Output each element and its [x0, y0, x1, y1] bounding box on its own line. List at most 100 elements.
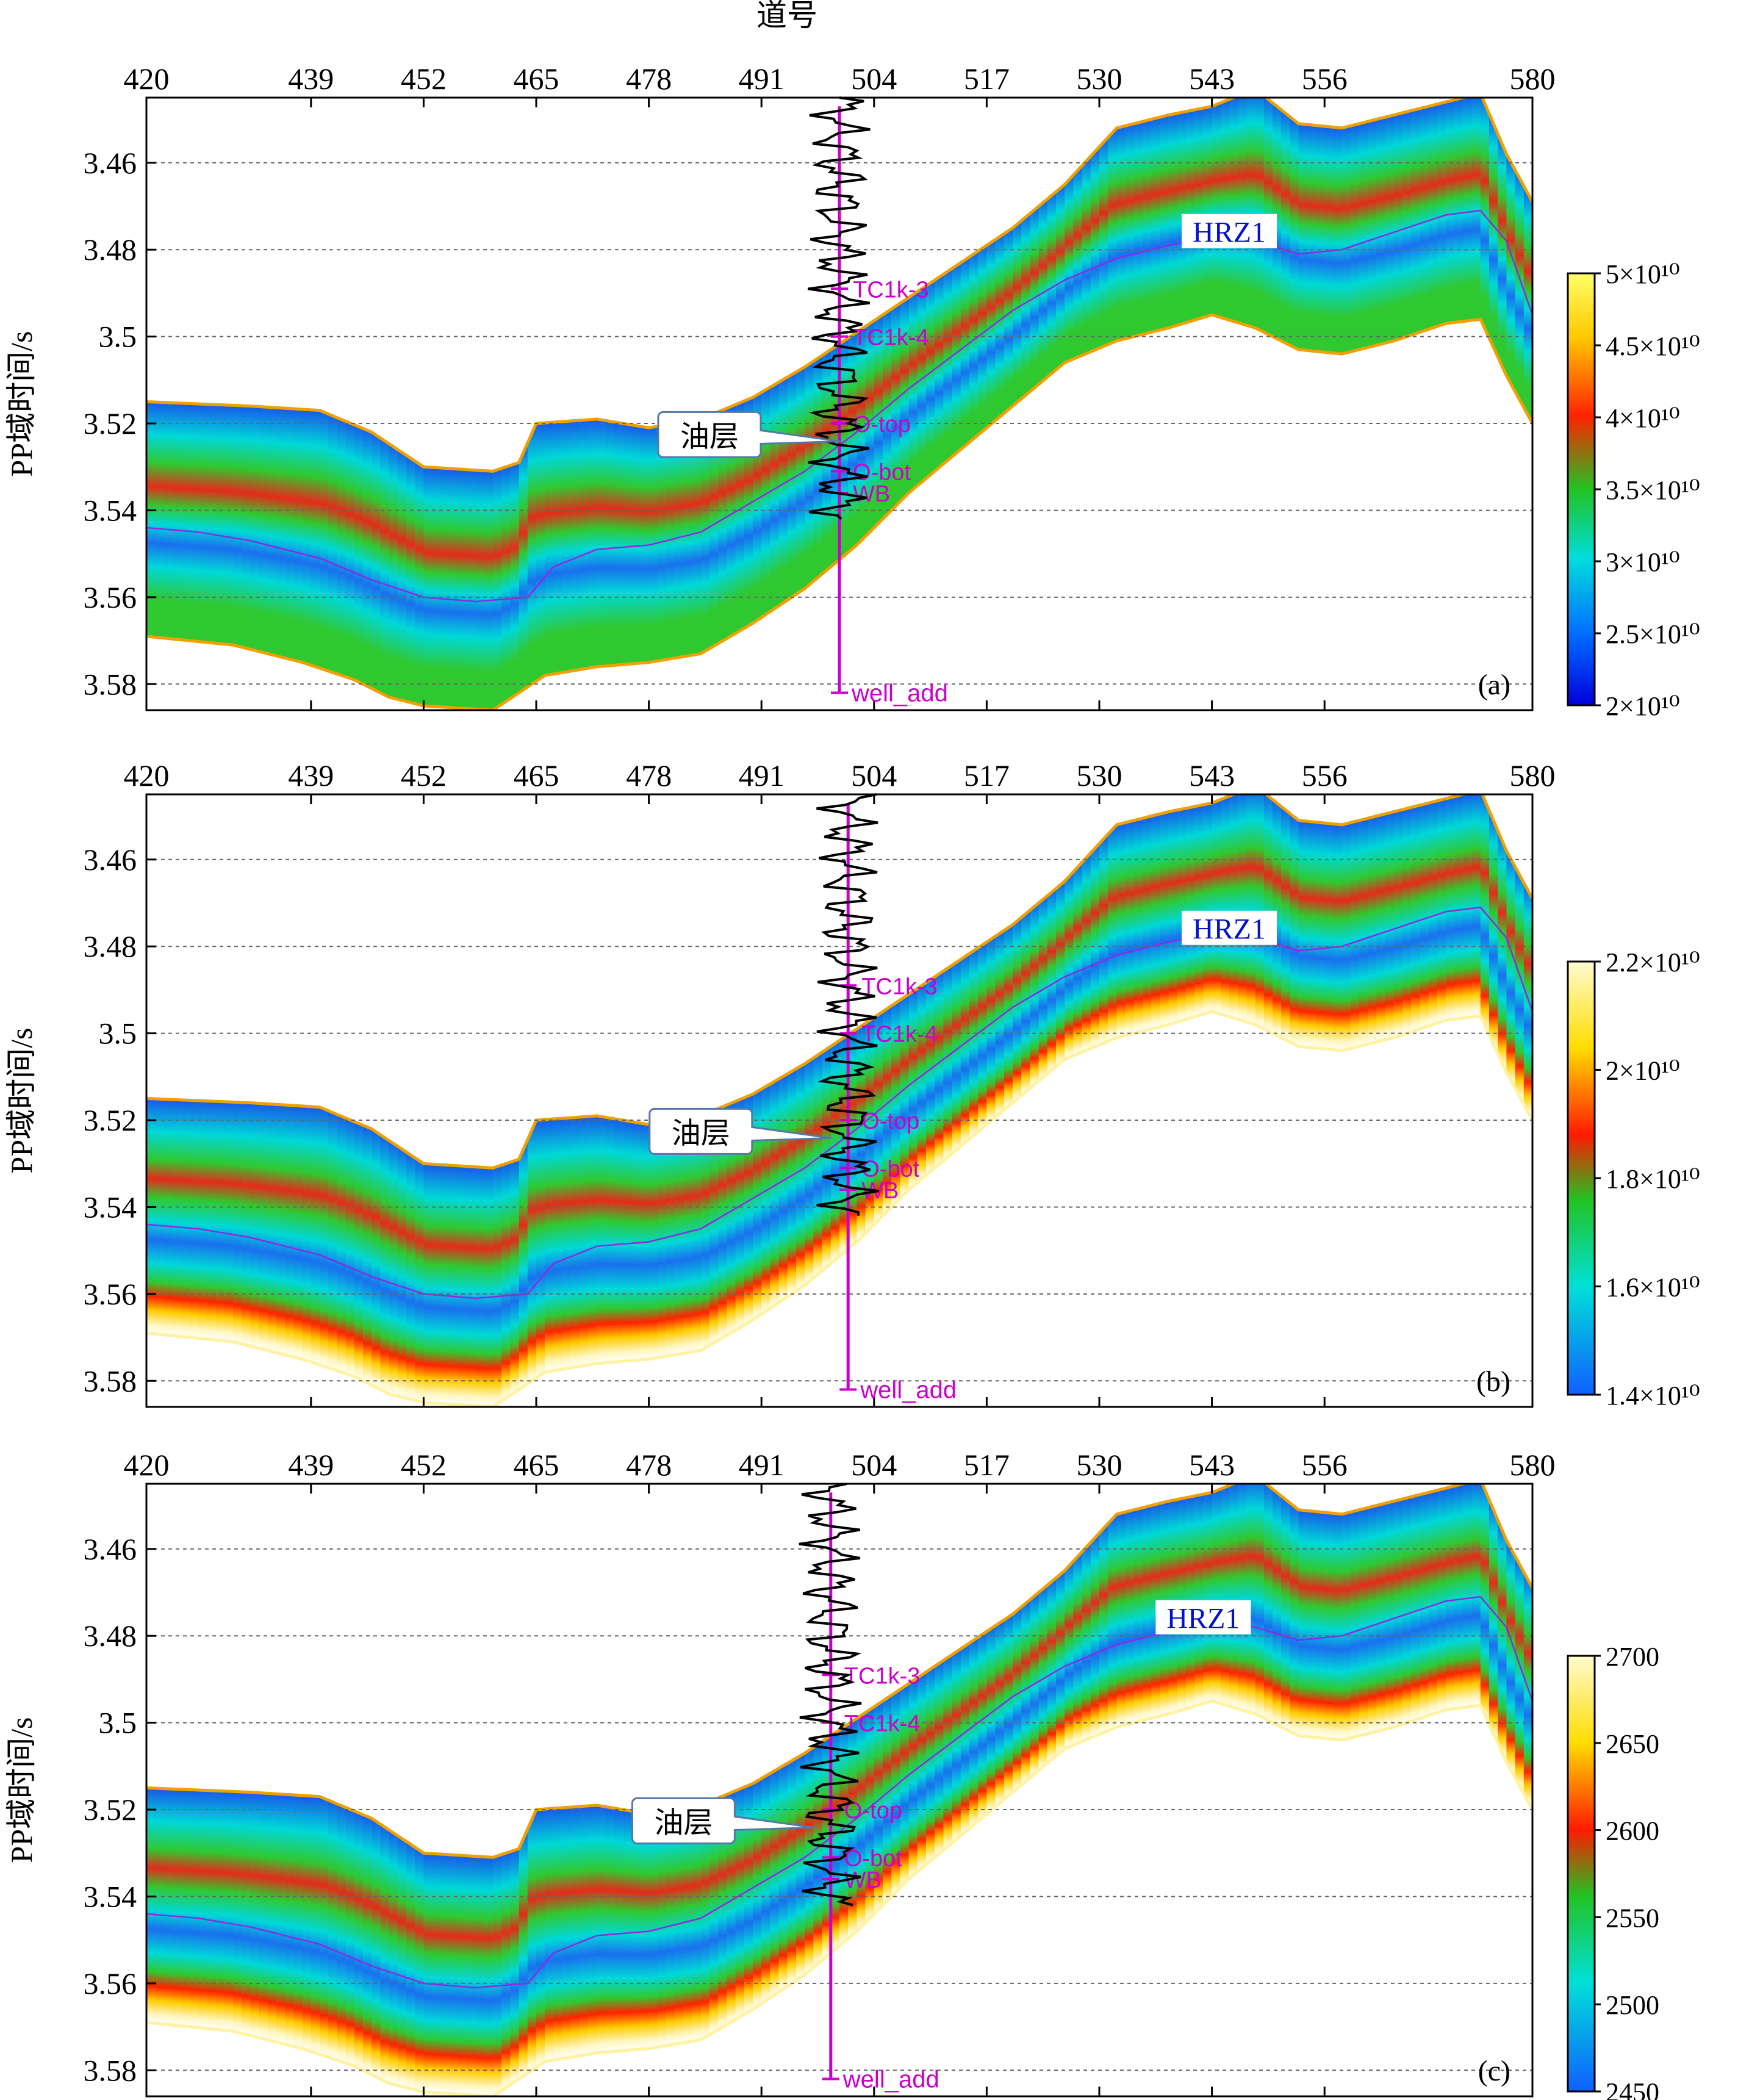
slab-strip	[908, 292, 918, 493]
y-tick-label: 3.48	[84, 232, 137, 267]
slab-strip	[320, 1796, 329, 2057]
slab-strip	[181, 403, 190, 641]
slab-strip	[1229, 98, 1239, 323]
slab-strip	[406, 455, 416, 704]
slab-strip	[978, 1631, 988, 1822]
slab-top-edge	[146, 1484, 1532, 1859]
y-tick-label: 3.56	[84, 1966, 137, 2001]
colorbar-label: 3.5×10¹⁰	[1606, 475, 1700, 505]
slab-strip	[1333, 127, 1343, 354]
slab-strip	[415, 461, 425, 706]
slab-strip	[311, 1106, 320, 1365]
slab-strip	[267, 1104, 277, 1353]
slab-strip	[805, 361, 814, 589]
y-tick-label: 3.48	[84, 1619, 137, 1653]
slab-strip	[242, 1791, 251, 2036]
x-tick-label: 478	[626, 1448, 672, 1482]
slab-strip	[354, 1121, 364, 1381]
slab-strip	[657, 425, 667, 661]
slab-strip	[475, 1856, 485, 2096]
colorbar-label: 1.6×10¹⁰	[1606, 1273, 1700, 1303]
y-tick-label: 3.5	[99, 1016, 137, 1051]
slab-strip	[926, 977, 936, 1176]
horizon-label: HRZ1	[1193, 913, 1266, 946]
slab-strip	[276, 408, 286, 658]
slab-strip	[233, 1791, 243, 2033]
x-tick-label: 543	[1189, 758, 1235, 793]
slab-strip	[293, 409, 303, 663]
y-axis-title: PP域时间/s	[4, 1717, 38, 1863]
slab-strip	[1506, 154, 1516, 392]
slab-strip	[718, 1794, 728, 2030]
slab-strip	[190, 1100, 199, 1339]
slab-strip	[1428, 104, 1438, 329]
slab-strip	[614, 1808, 623, 2052]
slab-strip	[1030, 903, 1040, 1088]
slab-strip	[1038, 1585, 1048, 1771]
slab-strip	[1281, 109, 1291, 345]
slab-strip	[883, 1005, 892, 1216]
slab-strip	[995, 234, 1005, 421]
slab-strip	[960, 257, 970, 450]
slab-strip	[700, 415, 710, 654]
slab-strip	[1341, 822, 1351, 1051]
slab-strip	[242, 405, 251, 650]
well-log-trace	[799, 1483, 862, 1907]
well-marker-label: O-bot	[844, 1846, 902, 1871]
slab-strip	[952, 262, 961, 457]
slab-bottom-edge	[146, 1010, 1532, 1407]
slab-strip	[1463, 98, 1473, 322]
slab-strip	[198, 1790, 208, 2029]
slab-strip	[328, 414, 338, 674]
slab-strip	[545, 422, 555, 676]
slab-strip	[1082, 853, 1091, 1052]
well-log-trace	[807, 96, 871, 520]
slab-strip	[917, 982, 927, 1183]
slab-strip	[908, 988, 918, 1190]
slab-strip	[1316, 822, 1326, 1049]
slab-strip	[883, 1695, 892, 1905]
slab-strip	[450, 1165, 459, 1405]
horizon-label: HRZ1	[1193, 217, 1266, 249]
well-log-trace	[816, 793, 879, 1216]
well-marker-label: O-top	[861, 1109, 919, 1134]
slab-strip	[986, 936, 996, 1125]
slab-strip	[458, 469, 468, 709]
slab-strip	[1385, 811, 1395, 1040]
horizon-label: HRZ1	[1166, 1603, 1240, 1635]
slab-strip	[1341, 1512, 1351, 1741]
slab-strip	[1047, 1578, 1057, 1764]
slab-strip	[1013, 1606, 1022, 1793]
slab-strip	[735, 1787, 745, 2020]
slab-strip	[960, 1643, 970, 1836]
slab-strip	[1463, 794, 1473, 1018]
slab-strip	[1480, 98, 1490, 339]
slab-strip	[1143, 119, 1152, 335]
slab-strip	[675, 1118, 684, 1355]
slab-strip	[1402, 110, 1412, 339]
slab-strip	[1160, 115, 1169, 330]
well-name: well_add	[851, 680, 948, 707]
slab-strip	[1411, 1494, 1421, 1722]
slab-strip	[778, 377, 788, 606]
slab-strip	[432, 1854, 442, 2093]
slab-strip	[935, 1660, 944, 1858]
y-tick-label: 3.58	[84, 2053, 137, 2087]
slab-strip	[285, 1794, 295, 2047]
slab-strip	[718, 408, 728, 644]
colorbar-label: 2700	[1606, 1642, 1659, 1672]
slab-strip	[1246, 794, 1256, 1025]
slab-strip	[415, 1157, 425, 1403]
slab-strip	[588, 1805, 598, 2055]
mask-bottom	[146, 1012, 1532, 1407]
x-tick-label: 420	[124, 758, 170, 793]
slab-strip	[562, 1117, 572, 1370]
horizon-label-bg	[1155, 1600, 1251, 1634]
x-tick-label: 452	[401, 1448, 447, 1482]
mask-bottom	[146, 1701, 1532, 2096]
well-marker-label: O-bot	[861, 1156, 919, 1182]
slab-strip	[761, 1084, 771, 1315]
slab-strip	[623, 1810, 633, 2051]
slab-strip	[1290, 1503, 1299, 1736]
slab-strip	[372, 432, 381, 693]
